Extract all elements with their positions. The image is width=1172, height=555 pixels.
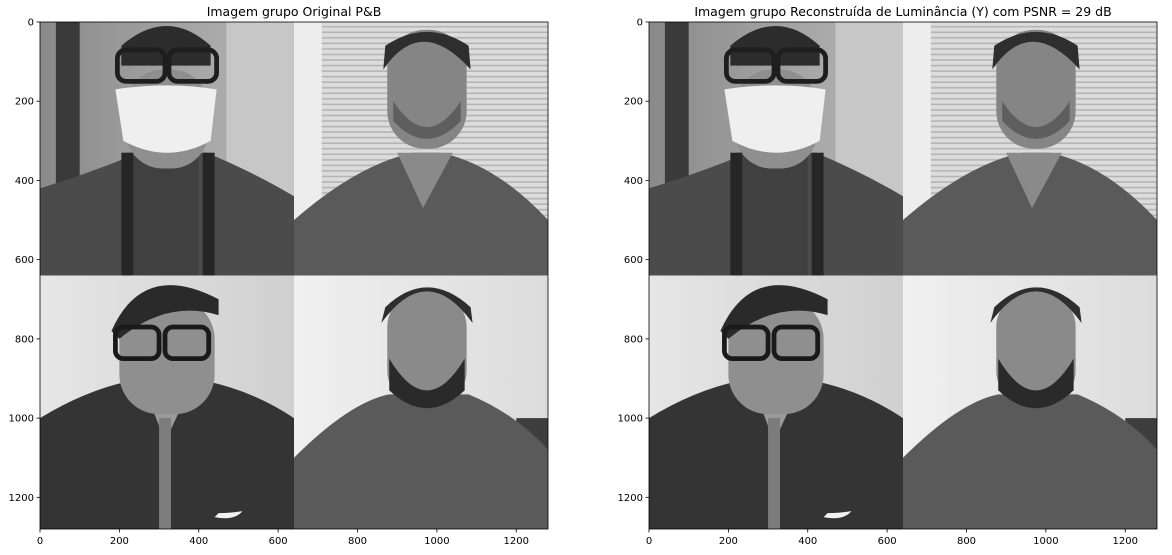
x-tick-label: 1000 [424,536,449,547]
panel-title: Imagem grupo Original P&B [207,4,382,19]
image-panel-1: Imagem grupo Original P&B 0 200 400 600 800 10… [9,4,549,547]
y-tick-label: 400 [15,176,34,187]
image-panel-2: Imagem grupo Reconstruída de Luminância … [618,4,1158,547]
y-tick-label: 1000 [618,414,643,425]
y-tick-label: 800 [624,334,643,345]
axes-frame [39,21,549,530]
x-tick-label: 1200 [504,536,529,547]
x-tick-label: 1200 [1113,536,1138,547]
y-tick-label: 1200 [9,493,34,504]
y-tick-label: 0 [637,18,643,29]
x-tick-label: 400 [189,536,208,547]
x-tick-label: 200 [110,536,129,547]
grayscale-group-photo [40,22,548,529]
y-tick-label: 200 [15,97,34,108]
x-tick-label: 600 [878,536,897,547]
axes-frame [648,21,1158,530]
x-tick-label: 400 [798,536,817,547]
x-tick-label: 800 [957,536,976,547]
y-tick-label: 600 [15,255,34,266]
grayscale-group-photo [649,22,1157,529]
y-tick-label: 1000 [9,414,34,425]
y-tick-label: 1200 [618,493,643,504]
x-tick-label: 0 [646,536,652,547]
panel-title: Imagem grupo Reconstruída de Luminância … [694,4,1111,19]
x-tick-label: 600 [269,536,288,547]
y-tick-label: 0 [28,18,34,29]
y-tick-label: 800 [15,334,34,345]
x-tick-label: 0 [37,536,43,547]
y-tick-label: 400 [624,176,643,187]
y-tick-label: 200 [624,97,643,108]
x-tick-label: 200 [719,536,738,547]
y-tick-label: 600 [624,255,643,266]
x-tick-label: 800 [348,536,367,547]
x-tick-label: 1000 [1033,536,1058,547]
